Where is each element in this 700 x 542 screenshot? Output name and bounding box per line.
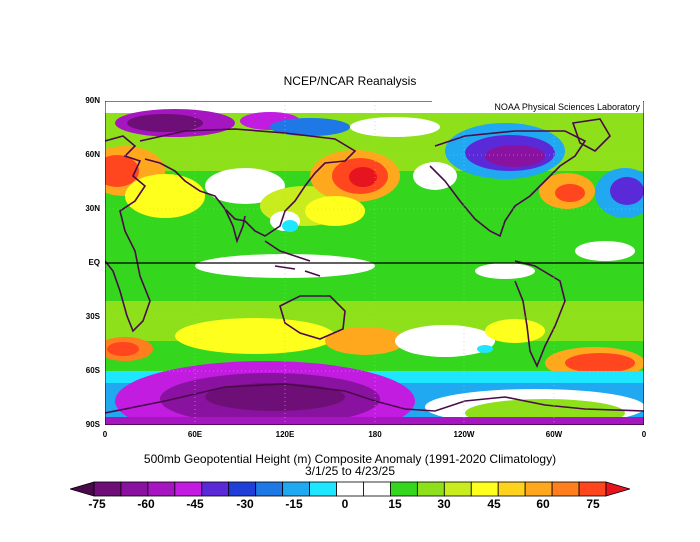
colorbar-cell	[470, 481, 499, 497]
colorbar-cell	[174, 481, 203, 497]
lat-label-90n: 90N	[85, 96, 100, 105]
anomaly-map	[105, 101, 644, 425]
lat-label-60n: 60N	[85, 150, 100, 159]
caption-variable: 500mb Geopotential Height (m) Composite …	[143, 452, 557, 466]
lat-label-eq: EQ	[88, 258, 100, 267]
lon-label-0-east: 0	[641, 430, 647, 439]
lon-label-180: 180	[368, 430, 382, 439]
chart-title: NCEP/NCAR Reanalysis	[283, 74, 417, 88]
colorbar-cell	[551, 481, 580, 497]
lon-label-120e: 120E	[275, 430, 295, 439]
lat-label-90s: 90S	[85, 420, 100, 429]
colorbar-cell	[390, 481, 418, 497]
colorbar-cell	[497, 481, 526, 497]
colorbar-cell	[255, 481, 284, 497]
colorbar-cell	[336, 481, 364, 497]
colorbar-cell	[120, 481, 149, 497]
lat-label-30s: 30S	[85, 312, 100, 321]
lon-label-120w: 120W	[453, 430, 475, 439]
colorbar-cell	[578, 481, 607, 497]
colorbar-arrow-right	[605, 481, 630, 497]
colorbar-cell	[93, 481, 122, 497]
colorbar-cell	[282, 481, 310, 497]
colorbar-cell	[147, 481, 176, 497]
lat-label-60s: 60S	[85, 366, 100, 375]
colorbar-cell	[524, 481, 553, 497]
lon-label-0: 0	[102, 430, 108, 439]
colorbar-label: -15	[285, 497, 303, 511]
colorbar-cell	[201, 481, 230, 497]
colorbar	[70, 481, 630, 497]
colorbar-cell	[363, 481, 391, 497]
colorbar-arrow-left	[70, 481, 95, 497]
colorbar-label: 75	[586, 497, 600, 511]
colorbar-cell	[416, 481, 445, 497]
lon-label-60w: 60W	[545, 430, 563, 439]
colorbar-label: 0	[341, 497, 349, 511]
colorbar-label: -60	[137, 497, 155, 511]
colorbar-label: 30	[437, 497, 451, 511]
credit-label: NOAA Physical Sciences Laboratory	[432, 101, 643, 113]
colorbar-label: 15	[388, 497, 402, 511]
lat-label-30n: 30N	[85, 204, 100, 213]
colorbar-label: -75	[88, 497, 106, 511]
colorbar-label: 45	[487, 497, 501, 511]
colorbar-label: -45	[186, 497, 204, 511]
colorbar-cell	[309, 481, 337, 497]
caption-date-range: 3/1/25 to 4/23/25	[304, 464, 396, 478]
colorbar-label: -30	[236, 497, 254, 511]
lon-label-60e: 60E	[187, 430, 203, 439]
colorbar-cell	[228, 481, 257, 497]
colorbar-label: 60	[536, 497, 550, 511]
colorbar-cell	[443, 481, 472, 497]
coastlines	[105, 118, 644, 414]
